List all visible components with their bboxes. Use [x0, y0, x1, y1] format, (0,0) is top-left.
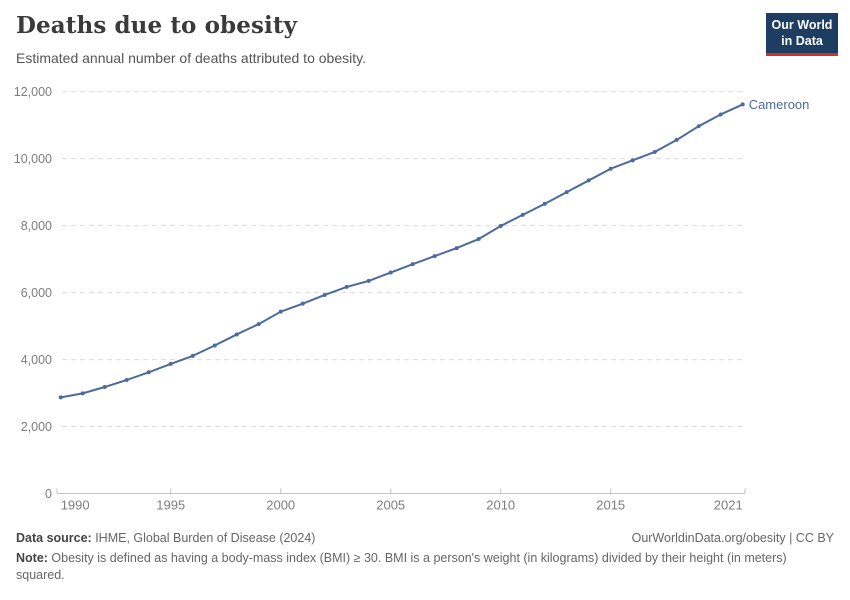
data-point[interactable] [256, 322, 261, 327]
data-source-label: Data source: [16, 531, 92, 545]
note-text: Obesity is defined as having a body-mass… [16, 550, 787, 582]
line-chart: 0 2,000 4,000 6,000 8,000 10,000 12,000 1990 199… [14, 85, 810, 513]
owid-logo[interactable]: Our World in Data [766, 13, 838, 57]
data-point[interactable] [630, 158, 635, 163]
y-axis-tick-label: 12,000 [14, 85, 52, 99]
x-axis-tick-label: 2000 [266, 498, 295, 513]
data-point[interactable] [696, 124, 701, 129]
y-axis-tick-label: 4,000 [21, 353, 52, 367]
page-title: Deaths due to obesity [16, 12, 298, 39]
data-point[interactable] [718, 112, 723, 117]
data-point[interactable] [608, 166, 613, 171]
y-axis-tick-label: 8,000 [21, 219, 52, 233]
data-point[interactable] [586, 178, 591, 183]
data-point[interactable] [212, 343, 217, 348]
data-line-cameroon[interactable] [59, 103, 744, 399]
data-source-line: Data source: IHME, Global Burden of Dise… [16, 530, 315, 547]
owid-logo-line1: Our World [771, 18, 833, 32]
data-point[interactable] [432, 254, 437, 259]
note-label: Note: [16, 550, 48, 565]
x-axis-tick-label: 2015 [596, 498, 625, 513]
chart-header: Deaths due to obesity Estimated annual n… [16, 12, 756, 67]
data-point[interactable] [58, 395, 63, 400]
y-axis-tick-label: 10,000 [14, 152, 52, 166]
data-point[interactable] [498, 223, 503, 228]
citation-link[interactable]: OurWorldinData.org/obesity | CC BY [631, 531, 834, 545]
note-line: Note: Obesity is defined as having a bod… [16, 550, 834, 584]
data-point[interactable] [454, 246, 459, 251]
data-point[interactable] [234, 332, 239, 337]
data-point[interactable] [520, 212, 525, 217]
data-point[interactable] [102, 385, 107, 390]
data-point[interactable] [674, 137, 679, 142]
data-point[interactable] [124, 377, 129, 382]
data-point[interactable] [564, 190, 569, 195]
data-point[interactable] [344, 284, 349, 289]
data-point[interactable] [476, 237, 481, 242]
data-point[interactable] [80, 391, 85, 396]
chart-footer: Data source: IHME, Global Burden of Dise… [16, 530, 834, 584]
entity-label-cameroon[interactable]: Cameroon [749, 97, 810, 112]
data-point[interactable] [366, 278, 371, 283]
data-source-text: IHME, Global Burden of Disease (2024) [91, 531, 316, 545]
data-point[interactable] [190, 353, 195, 358]
data-point[interactable] [322, 292, 327, 297]
data-point[interactable] [388, 270, 393, 275]
data-point[interactable] [278, 309, 283, 314]
chart-area: 0 2,000 4,000 6,000 8,000 10,000 12,000 1990 199… [0, 80, 850, 525]
x-axis-tick-label: 2021 [714, 498, 743, 513]
data-point[interactable] [146, 370, 151, 375]
data-point[interactable] [740, 102, 745, 107]
x-axis-tick-label: 1995 [156, 498, 185, 513]
x-axis-tick-label: 2010 [486, 498, 515, 513]
data-point[interactable] [168, 361, 173, 366]
y-axis-tick-label: 2,000 [21, 420, 52, 434]
data-point[interactable] [652, 149, 657, 154]
data-point[interactable] [410, 262, 415, 267]
data-point[interactable] [300, 301, 305, 306]
y-axis-tick-label: 6,000 [21, 286, 52, 300]
y-axis-tick-label: 0 [45, 487, 52, 501]
x-axis-tick-label: 2005 [376, 498, 405, 513]
data-point[interactable] [542, 201, 547, 206]
owid-logo-line2: in Data [781, 33, 823, 48]
page-subtitle: Estimated annual number of deaths attrib… [16, 49, 366, 66]
x-axis-tick-label: 1990 [61, 498, 90, 513]
